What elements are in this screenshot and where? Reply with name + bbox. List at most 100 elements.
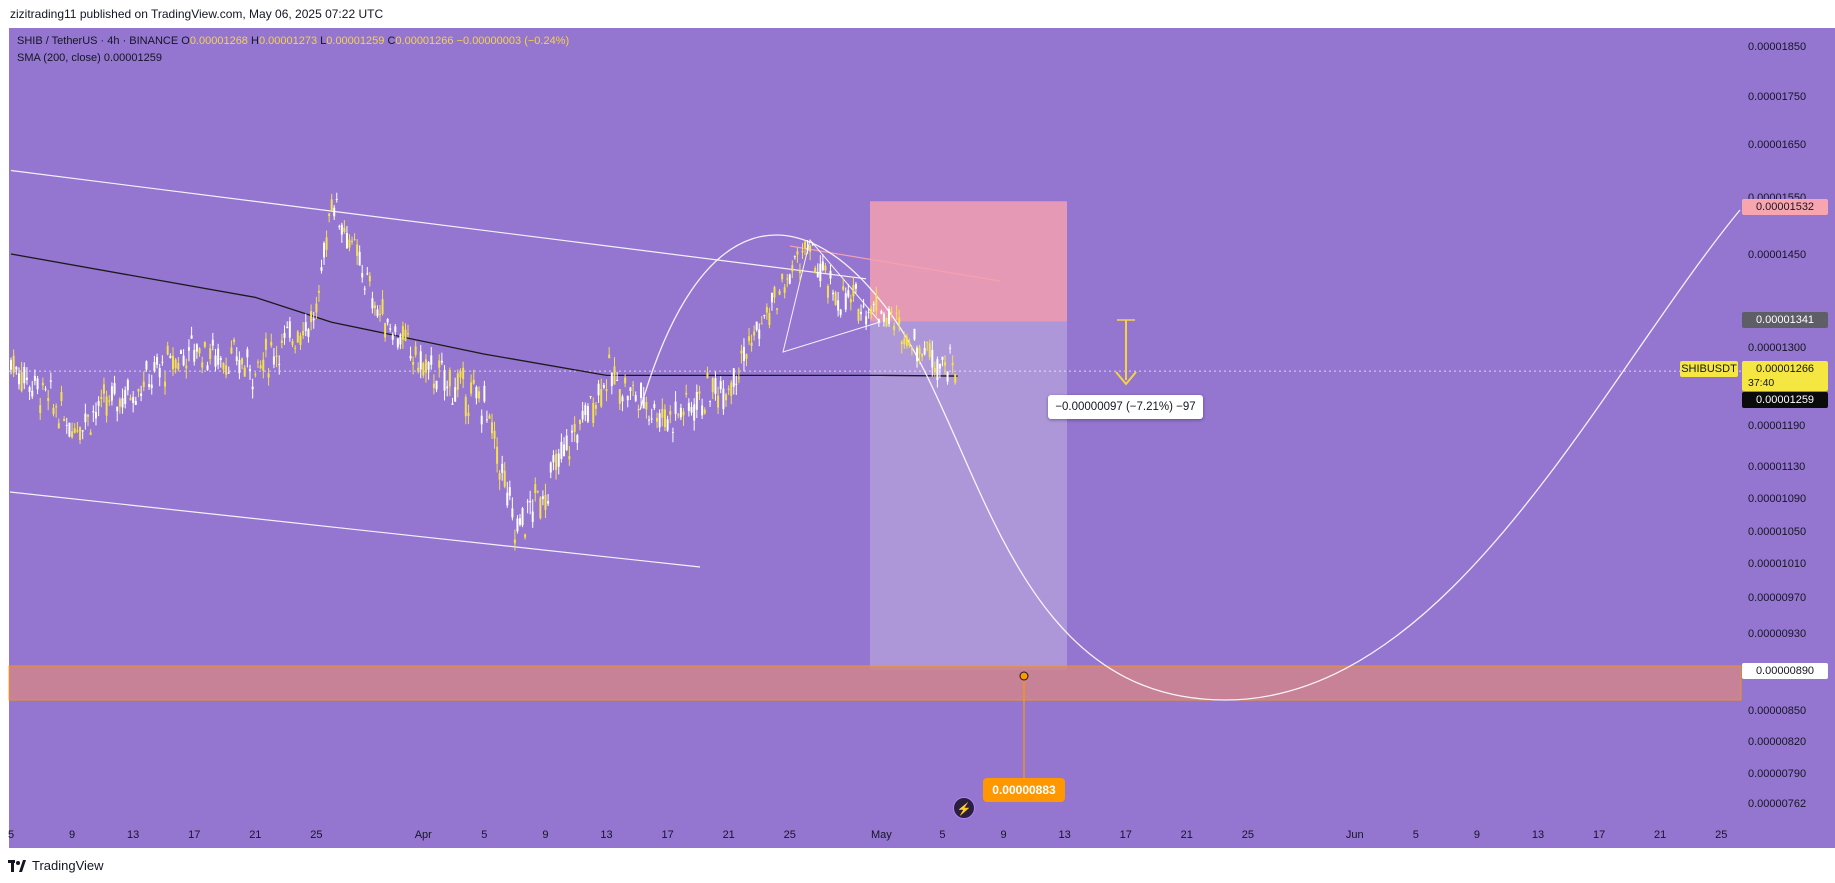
candle bbox=[41, 382, 44, 386]
candle bbox=[791, 265, 794, 272]
y-tick-label: 0.00001010 bbox=[1748, 558, 1806, 570]
candle bbox=[150, 384, 153, 389]
candle bbox=[286, 326, 289, 328]
candle bbox=[826, 285, 829, 298]
candle bbox=[371, 298, 374, 309]
candle bbox=[690, 407, 693, 413]
candle bbox=[745, 354, 748, 359]
candle bbox=[498, 473, 501, 480]
candle bbox=[264, 338, 267, 350]
candle bbox=[404, 329, 407, 341]
candle bbox=[52, 407, 55, 415]
candle bbox=[584, 405, 587, 416]
candle bbox=[15, 366, 18, 370]
candle bbox=[750, 342, 753, 346]
candle bbox=[737, 377, 740, 379]
candle bbox=[379, 313, 382, 315]
candle bbox=[760, 323, 763, 325]
candle bbox=[650, 418, 653, 420]
y-tick-label: 0.00001750 bbox=[1748, 91, 1806, 103]
x-tick-label: 25 bbox=[784, 829, 796, 841]
candle bbox=[624, 377, 627, 384]
candle bbox=[71, 431, 74, 438]
candle bbox=[17, 373, 20, 385]
candle bbox=[870, 308, 873, 315]
candle bbox=[358, 251, 361, 266]
candle bbox=[913, 328, 916, 340]
price-label-support: 0.00000890 bbox=[1742, 663, 1828, 679]
candle bbox=[814, 267, 817, 273]
chart-canvas[interactable]: 0.000018500.000017500.000016500.00001550… bbox=[0, 0, 1835, 848]
candle bbox=[618, 389, 621, 404]
x-tick-label: 5 bbox=[1413, 829, 1419, 841]
upper-channel-extension bbox=[789, 245, 1001, 282]
candle bbox=[519, 518, 521, 525]
candle bbox=[773, 287, 776, 298]
candle bbox=[786, 278, 789, 280]
candle bbox=[435, 380, 438, 390]
candle bbox=[432, 383, 435, 388]
candle bbox=[727, 388, 730, 390]
lightning-icon[interactable]: ⚡ bbox=[953, 797, 975, 819]
candle bbox=[544, 494, 547, 510]
candle bbox=[219, 358, 222, 360]
candle bbox=[571, 430, 574, 433]
candle bbox=[755, 321, 758, 331]
candle bbox=[674, 401, 677, 414]
candle bbox=[806, 247, 809, 251]
x-tick-label: 17 bbox=[661, 829, 673, 841]
candle bbox=[278, 364, 281, 366]
candle bbox=[57, 423, 60, 428]
legend-symbol: SHIB / TetherUS · 4h · BINANCE bbox=[17, 35, 179, 47]
candle bbox=[195, 344, 198, 352]
candle bbox=[895, 312, 898, 314]
candle bbox=[933, 368, 936, 373]
candle bbox=[126, 379, 129, 391]
candle bbox=[254, 374, 257, 376]
candle bbox=[661, 408, 664, 418]
candle bbox=[381, 299, 384, 314]
candle bbox=[910, 348, 913, 350]
down-arrow-head bbox=[1115, 371, 1137, 386]
legend-low: 0.00001259 bbox=[326, 35, 385, 47]
candle bbox=[409, 355, 412, 359]
candle bbox=[954, 373, 957, 383]
candle bbox=[900, 341, 903, 345]
candle bbox=[679, 407, 682, 418]
candle bbox=[472, 379, 475, 384]
candle bbox=[325, 237, 328, 250]
candle bbox=[534, 484, 537, 494]
candle bbox=[65, 424, 68, 426]
candle bbox=[821, 261, 824, 271]
candle bbox=[682, 411, 685, 416]
candle bbox=[714, 378, 717, 394]
candle bbox=[888, 308, 891, 324]
candle bbox=[340, 224, 343, 235]
candle bbox=[335, 198, 338, 200]
support-zone bbox=[8, 665, 1742, 701]
candle bbox=[642, 396, 645, 409]
candle bbox=[467, 412, 470, 416]
candle bbox=[39, 405, 42, 413]
candle bbox=[880, 311, 883, 314]
sma-200-line bbox=[10, 253, 958, 377]
candle bbox=[81, 430, 84, 432]
candle bbox=[809, 245, 812, 252]
candle bbox=[573, 424, 576, 432]
candle bbox=[503, 470, 506, 487]
candle bbox=[629, 387, 632, 392]
tradingview-brand[interactable]: TradingView bbox=[8, 858, 104, 873]
candle bbox=[209, 348, 212, 360]
candle bbox=[832, 292, 835, 295]
candle bbox=[270, 341, 273, 346]
candle bbox=[132, 396, 135, 403]
candle bbox=[148, 384, 151, 387]
candle bbox=[893, 326, 896, 331]
legend-sma: SMA (200, close) 0.00001259 bbox=[17, 52, 162, 64]
candle bbox=[722, 388, 725, 410]
candle bbox=[243, 367, 246, 377]
candle bbox=[819, 263, 822, 282]
x-tick-label: 21 bbox=[1654, 829, 1666, 841]
candle bbox=[811, 244, 814, 246]
candle bbox=[235, 356, 238, 361]
